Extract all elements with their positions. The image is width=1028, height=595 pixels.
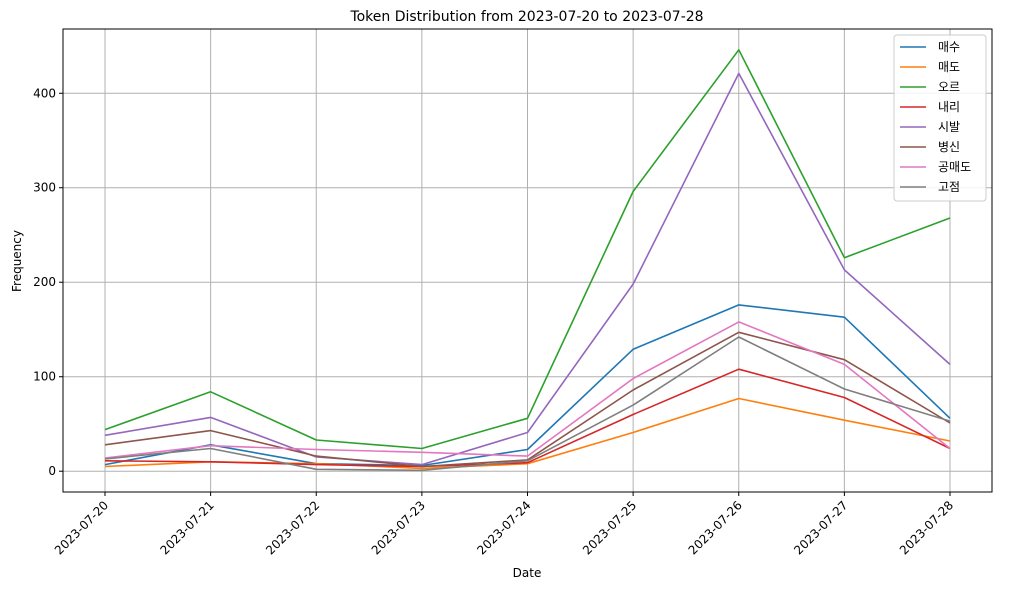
legend-label-5: 시발	[938, 120, 960, 134]
series-line-7	[104, 321, 951, 459]
x-tick-label: 2023-07-22	[263, 498, 322, 557]
x-tick-label: 2023-07-20	[52, 498, 111, 557]
legend-frame	[893, 34, 987, 202]
legend-label-2: 매도	[938, 60, 960, 74]
y-axis-label: Frequency	[10, 230, 24, 292]
legend-label-7: 공매도	[938, 160, 971, 174]
y-tick-label: 100	[33, 370, 56, 384]
x-tick-label: 2023-07-28	[897, 498, 956, 557]
legend-label-8: 고점	[938, 180, 960, 194]
y-tick-label: 400	[33, 86, 56, 100]
x-tick-label: 2023-07-26	[686, 498, 745, 557]
x-tick-label: 2023-07-23	[369, 498, 428, 557]
x-tick-label: 2023-07-24	[474, 498, 533, 557]
chart-title: Token Distribution from 2023-07-20 to 20…	[349, 9, 703, 25]
legend-label-6: 병신	[938, 140, 960, 154]
y-tick-label: 200	[33, 275, 56, 289]
series-line-1	[104, 304, 951, 467]
x-tick-label: 2023-07-21	[158, 498, 217, 557]
y-tick-label: 300	[33, 181, 56, 195]
series-line-5	[104, 72, 951, 466]
series-line-3	[104, 48, 951, 450]
series-line-4	[104, 368, 951, 468]
series-line-8	[104, 336, 951, 472]
x-tick-label: 2023-07-25	[580, 498, 639, 557]
legend-label-3: 오르	[938, 80, 960, 94]
x-tick-label: 2023-07-27	[791, 498, 850, 557]
y-tick-label: 0	[48, 464, 56, 478]
legend-label-4: 내리	[938, 100, 960, 114]
x-axis-label: Date	[513, 566, 542, 580]
legend-label-1: 매수	[938, 40, 960, 54]
